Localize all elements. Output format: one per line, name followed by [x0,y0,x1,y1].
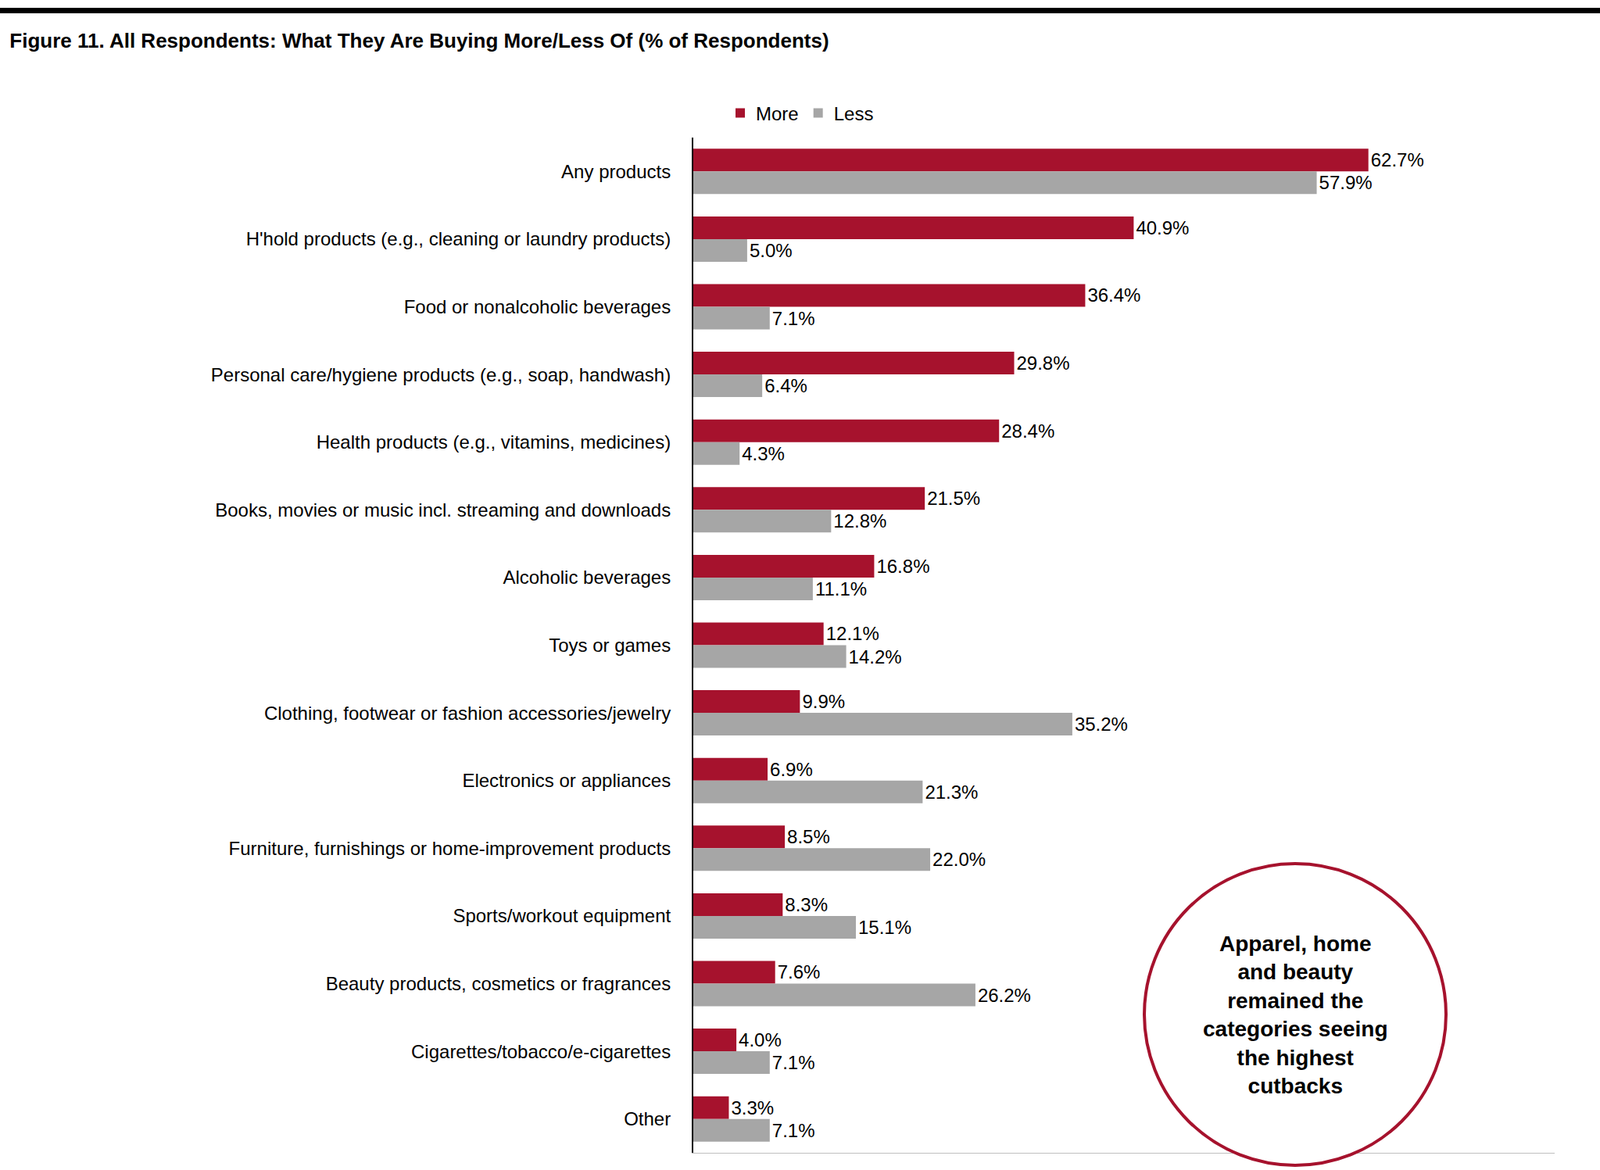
svg-text:Less: Less [834,103,874,125]
svg-text:28.4%: 28.4% [1001,420,1055,442]
svg-text:More: More [755,103,799,125]
svg-text:8.5%: 8.5% [787,826,831,848]
svg-text:8.3%: 8.3% [784,894,828,916]
svg-text:11.1%: 11.1% [815,578,867,600]
svg-text:21.3%: 21.3% [924,781,978,803]
svg-text:Food or nonalcoholic beverages: Food or nonalcoholic beverages [404,296,672,318]
svg-text:Figure 11. All Respondents: Wh: Figure 11. All Respondents: What They Ar… [9,28,829,53]
svg-text:Apparel, homeand beautyremaine: Apparel, homeand beautyremained thecateg… [1202,931,1389,1099]
svg-text:40.9%: 40.9% [1135,217,1189,239]
svg-text:12.8%: 12.8% [833,510,887,532]
svg-text:57.9%: 57.9% [1319,171,1373,194]
svg-text:Other: Other [623,1108,671,1130]
svg-text:Any products: Any products [561,161,671,183]
svg-text:4.3%: 4.3% [741,443,785,465]
svg-text:14.2%: 14.2% [848,646,903,668]
svg-text:4.0%: 4.0% [738,1029,782,1051]
svg-text:16.8%: 16.8% [876,555,930,577]
svg-text:Books, movies or music incl. s: Books, movies or music incl. streaming a… [214,499,671,521]
svg-text:9.9%: 9.9% [801,690,845,713]
svg-text:62.7%: 62.7% [1370,149,1425,171]
svg-text:Electronics or appliances: Electronics or appliances [461,769,671,792]
svg-text:3.3%: 3.3% [730,1097,774,1119]
svg-text:6.9%: 6.9% [769,758,813,781]
svg-text:15.1%: 15.1% [858,916,912,938]
svg-text:Sports/workout equipment: Sports/workout equipment [452,905,671,927]
svg-text:7.1%: 7.1% [772,1120,816,1142]
svg-text:Health products (e.g., vitamin: Health products (e.g., vitamins, medicin… [316,431,672,453]
svg-text:21.5%: 21.5% [927,487,981,509]
svg-text:Personal care/hygiene products: Personal care/hygiene products (e.g., so… [211,364,671,386]
svg-text:H'hold products (e.g., cleanin: H'hold products (e.g., cleaning or laund… [246,228,672,250]
svg-text:12.1%: 12.1% [826,622,880,645]
svg-text:Cigarettes/tobacco/e-cigarette: Cigarettes/tobacco/e-cigarettes [411,1041,671,1063]
svg-text:22.0%: 22.0% [932,848,986,870]
svg-text:Beauty products, cosmetics or: Beauty products, cosmetics or fragrances [325,973,672,995]
svg-text:Alcoholic beverages: Alcoholic beverages [502,566,671,588]
svg-text:Furniture, furnishings or home: Furniture, furnishings or home-improveme… [229,837,672,860]
svg-text:35.2%: 35.2% [1074,713,1128,735]
svg-text:7.6%: 7.6% [777,961,821,983]
svg-text:6.4%: 6.4% [764,375,808,397]
svg-text:7.1%: 7.1% [772,1052,816,1074]
svg-text:36.4%: 36.4% [1087,284,1141,306]
svg-text:7.1%: 7.1% [772,307,816,330]
svg-text:Toys or games: Toys or games [548,634,671,656]
svg-text:26.2%: 26.2% [977,984,1031,1006]
svg-text:5.0%: 5.0% [749,239,793,262]
svg-text:29.8%: 29.8% [1016,352,1071,374]
svg-text:Clothing, footwear or fashion: Clothing, footwear or fashion accessorie… [264,702,671,724]
